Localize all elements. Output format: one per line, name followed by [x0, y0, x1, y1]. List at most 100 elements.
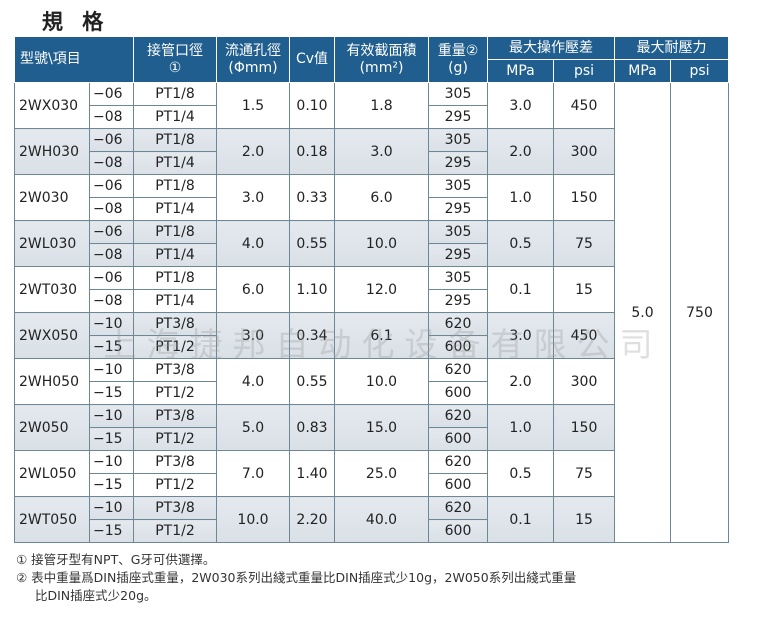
area-cell: 25.0 — [334, 450, 429, 497]
suffix-cell: −15 — [89, 427, 134, 451]
suffix-cell: −06 — [89, 174, 134, 198]
header-port-label: 接管口徑 — [147, 42, 203, 59]
table-row: 2WX050 −10 PT3/8 3.0 0.34 6.1 620 3.0 450 — [14, 312, 729, 359]
header-port-note: ① — [168, 59, 182, 76]
header-subrow: MPa psi MPa psi — [15, 59, 729, 83]
port-cell: PT1/4 — [133, 197, 217, 221]
weight-cell: 600 — [428, 427, 488, 451]
cv-cell: 0.55 — [289, 358, 335, 405]
header-proof-mpa: MPa — [614, 59, 671, 83]
area-cell: 12.0 — [334, 266, 429, 313]
model-cell: 2WL050 — [14, 450, 90, 497]
table-row: 2WX030 −06 PT1/8 1.5 0.10 1.8 305 3.0 450 5.0 750 — [14, 82, 729, 543]
suffix-cell: −15 — [89, 335, 134, 359]
port-cell: PT3/8 — [133, 450, 217, 474]
model-cell: 2WH050 — [14, 358, 90, 405]
suffix-cell: −10 — [89, 450, 134, 474]
weight-cell: 295 — [428, 151, 488, 175]
weight-cell: 305 — [428, 174, 488, 198]
op-psi-cell: 75 — [553, 220, 615, 267]
header-row: 型號\項目 接管口徑 ① 流通孔徑 (Φmm) Cv值 有效截面積 (mm²) … — [14, 36, 729, 83]
port-cell: PT1/2 — [133, 519, 217, 543]
port-cell: PT3/8 — [133, 312, 217, 336]
suffix-cell: −15 — [89, 519, 134, 543]
cv-cell: 0.18 — [289, 128, 335, 175]
suffix-cell: −06 — [89, 82, 134, 106]
area-cell: 40.0 — [334, 496, 429, 543]
orifice-cell: 4.0 — [216, 358, 290, 405]
table-row: 2WH030 −06 PT1/8 2.0 0.18 3.0 305 2.0 300 — [14, 128, 729, 175]
header-op-psi: psi — [553, 59, 615, 83]
spec-table: 型號\項目 接管口徑 ① 流通孔徑 (Φmm) Cv值 有效截面積 (mm²) … — [14, 36, 729, 543]
header-max-op: 最大操作壓差 — [487, 36, 615, 60]
port-cell: PT1/8 — [133, 220, 217, 244]
op-mpa-cell: 1.0 — [487, 174, 554, 221]
weight-cell: 600 — [428, 473, 488, 497]
area-cell: 6.0 — [334, 174, 429, 221]
area-cell: 10.0 — [334, 220, 429, 267]
model-cell: 2WL030 — [14, 220, 90, 267]
op-psi-cell: 150 — [553, 174, 615, 221]
weight-cell: 295 — [428, 243, 488, 267]
proof-mpa-cell: 5.0 — [614, 82, 671, 543]
port-cell: PT3/8 — [133, 404, 217, 428]
orifice-cell: 1.5 — [216, 82, 290, 129]
suffix-cell: −08 — [89, 289, 134, 313]
table-row: −08 PT1/4 295 — [15, 289, 729, 313]
op-psi-cell: 450 — [553, 312, 615, 359]
area-cell: 1.8 — [334, 82, 429, 129]
orifice-cell: 3.0 — [216, 174, 290, 221]
weight-cell: 295 — [428, 105, 488, 129]
area-cell: 3.0 — [334, 128, 429, 175]
port-cell: PT1/2 — [133, 381, 217, 405]
area-cell: 15.0 — [334, 404, 429, 451]
orifice-cell: 6.0 — [216, 266, 290, 313]
header-weight: 重量② (g) — [428, 36, 488, 83]
op-psi-cell: 300 — [553, 358, 615, 405]
header-area-label: 有效截面積 — [346, 42, 417, 59]
suffix-cell: −08 — [89, 105, 134, 129]
model-cell: 2W030 — [14, 174, 90, 221]
header-area-unit: (mm²) — [359, 59, 404, 76]
port-cell: PT3/8 — [133, 496, 217, 520]
cv-cell: 0.34 — [289, 312, 335, 359]
table-row: −08 PT1/4 295 — [15, 197, 729, 221]
header-weight-label: 重量② — [437, 42, 479, 59]
model-cell: 2WH030 — [14, 128, 90, 175]
weight-cell: 305 — [428, 220, 488, 244]
suffix-cell: −10 — [89, 358, 134, 382]
op-psi-cell: 15 — [553, 496, 615, 543]
weight-cell: 600 — [428, 381, 488, 405]
op-mpa-cell: 2.0 — [487, 358, 554, 405]
op-psi-cell: 450 — [553, 82, 615, 129]
proof-psi-cell: 750 — [670, 82, 729, 543]
suffix-cell: −06 — [89, 128, 134, 152]
suffix-cell: −06 — [89, 266, 134, 290]
header-weight-unit: (g) — [448, 59, 468, 76]
weight-cell: 620 — [428, 404, 488, 428]
op-mpa-cell: 0.5 — [487, 450, 554, 497]
orifice-cell: 2.0 — [216, 128, 290, 175]
weight-cell: 600 — [428, 335, 488, 359]
suffix-cell: −15 — [89, 473, 134, 497]
header-orifice: 流通孔徑 (Φmm) — [216, 36, 290, 83]
orifice-cell: 10.0 — [216, 496, 290, 543]
op-mpa-cell: 2.0 — [487, 128, 554, 175]
port-cell: PT1/8 — [133, 266, 217, 290]
suffix-cell: −08 — [89, 243, 134, 267]
port-cell: PT1/2 — [133, 335, 217, 359]
op-psi-cell: 150 — [553, 404, 615, 451]
area-cell: 10.0 — [334, 358, 429, 405]
table-row: 2WL030 −06 PT1/8 4.0 0.55 10.0 305 0.5 75 — [14, 220, 729, 267]
op-mpa-cell: 3.0 — [487, 82, 554, 129]
model-cell: 2WT050 — [14, 496, 90, 543]
cv-cell: 0.33 — [289, 174, 335, 221]
model-cell: 2WX050 — [14, 312, 90, 359]
model-cell: 2WT030 — [14, 266, 90, 313]
suffix-cell: −06 — [89, 220, 134, 244]
header-orifice-unit: (Φmm) — [228, 59, 278, 76]
cv-cell: 1.10 — [289, 266, 335, 313]
header-max-proof: 最大耐壓力 — [614, 36, 729, 60]
model-cell: 2WX030 — [14, 82, 90, 129]
table-row: 2W030 −06 PT1/8 3.0 0.33 6.0 305 1.0 150 — [14, 174, 729, 221]
